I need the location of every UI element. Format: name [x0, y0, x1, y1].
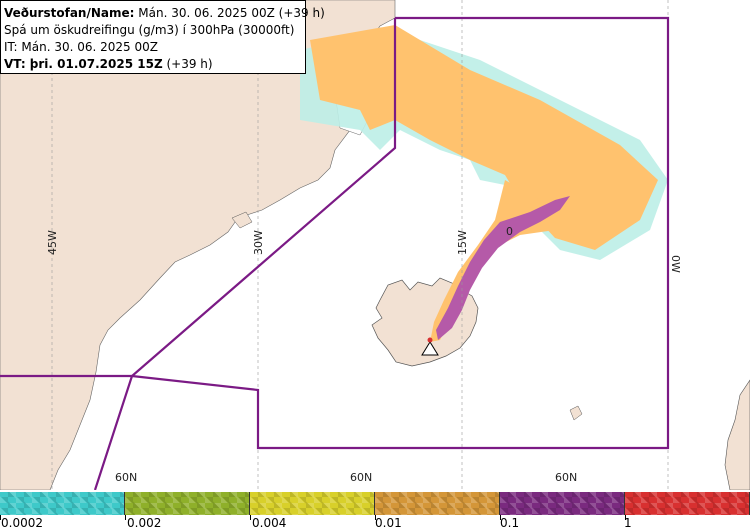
legend-tick [250, 515, 251, 520]
valid-label: VT: þri. 01.07.2025 15Z [4, 57, 163, 71]
legend-label: 0.004 [252, 516, 287, 530]
island [569, 405, 583, 421]
legend-label: 0.002 [127, 516, 162, 530]
forecast-description: Spá um öskudreifingu (g/m3) í 300hPa (30… [4, 23, 295, 37]
issue-time: IT: Mán. 30. 06. 2025 00Z [4, 40, 158, 54]
legend-label: 0.01 [375, 516, 402, 530]
valid-value: (+39 h) [162, 57, 213, 71]
lat-label-60n: 60N [555, 471, 577, 484]
scandinavia-landmass [724, 379, 750, 490]
legend-swatch [625, 492, 750, 515]
legend-tick [125, 515, 126, 520]
island [231, 211, 253, 229]
legend-tick [500, 515, 501, 520]
volcano-marker [421, 337, 439, 356]
legend-swatch [375, 492, 500, 515]
lat-label-60n: 60N [115, 471, 137, 484]
legend-swatch [500, 492, 625, 515]
lon-label-30w: 30W [252, 230, 265, 255]
lon-label-0w: 0W [669, 255, 682, 273]
legend-label: 0.1 [500, 516, 520, 530]
lon-label-45w: 45W [46, 230, 59, 255]
legend-tick [625, 515, 626, 520]
fir-boundary [0, 16, 670, 490]
valid-line: VT: þri. 01.07.2025 15Z (+39 h) [4, 56, 305, 73]
legend-tick [0, 515, 1, 520]
org-label: Veðurstofan/Name: [4, 6, 135, 20]
ash-forecast-map: 45W 30W 15W 0W 60N 60N 60N 0 [0, 0, 750, 490]
org-line: Veðurstofan/Name: Mán. 30. 06. 2025 00Z … [4, 5, 325, 22]
map-info-box: Veðurstofan/Name: Mán. 30. 06. 2025 00Z … [0, 0, 325, 74]
concentration-legend: 0.0002 0.002 0.004 0.01 0.1 1 [0, 490, 750, 532]
ash-mid-zone [436, 196, 570, 340]
lon-label-15w: 15W [456, 230, 469, 255]
legend-swatch [125, 492, 250, 515]
org-value: Mán. 30. 06. 2025 00Z (+39 h) [134, 6, 325, 20]
legend-swatch [250, 492, 375, 515]
contour-label: 0 [506, 225, 513, 238]
lat-label-60n: 60N [350, 471, 372, 484]
legend-swatch [0, 492, 125, 515]
legend-label: 1 [624, 516, 632, 530]
legend-label: 0.0002 [1, 516, 43, 530]
legend-tick [375, 515, 376, 520]
legend-swatches [0, 492, 750, 515]
